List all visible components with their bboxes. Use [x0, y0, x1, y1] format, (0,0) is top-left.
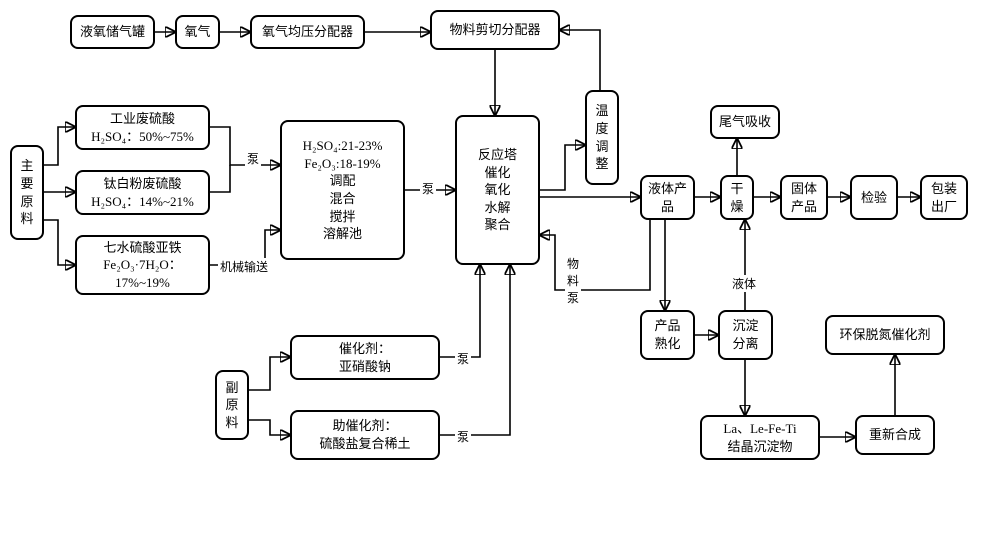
node-reactor: 反应塔 催化 氧化 水解 聚合 — [455, 115, 540, 265]
edge-29 — [540, 220, 650, 290]
edge-label-10: 泵 — [420, 180, 436, 197]
node-sediment: 沉淀 分离 — [718, 310, 773, 360]
node-mature: 产品 熟化 — [640, 310, 695, 360]
edge-6 — [44, 220, 75, 265]
node-solid_prod: 固体 产品 — [780, 175, 828, 220]
edge-label-21: 泵 — [455, 350, 471, 367]
node-lox_tank: 液氧储气罐 — [70, 15, 155, 49]
edge-22 — [440, 265, 510, 435]
node-blend_tank: H₂SO₄:21-23% Fe₂O₃:18-19% 调配 混合 搅拌 溶解池 — [280, 120, 405, 260]
edge-8 — [210, 165, 230, 192]
node-pack: 包装 出厂 — [920, 175, 968, 220]
node-main_raw: 主 要 原 料 — [10, 145, 44, 240]
node-o2_dist: 氧气均压分配器 — [250, 15, 365, 49]
node-liq_prod: 液体产 品 — [640, 175, 695, 220]
node-ind_acid: 工业废硫酸 H₂SO₄：50%~75% — [75, 105, 210, 150]
edge-20 — [249, 420, 290, 435]
node-temp_adj: 温 度 调 整 — [585, 90, 619, 185]
node-cocatalyst: 助催化剂： 硫酸盐复合稀土 — [290, 410, 440, 460]
node-aux_raw: 副 原 料 — [215, 370, 249, 440]
edge-12 — [560, 30, 600, 90]
node-lale: La、Le-Fe-Ti 结晶沉淀物 — [700, 415, 820, 460]
node-tailgas: 尾气吸收 — [710, 105, 780, 139]
edge-21 — [440, 265, 480, 357]
node-resyn: 重新合成 — [855, 415, 935, 455]
node-drying: 干 燥 — [720, 175, 754, 220]
node-tio2_acid: 钛白粉废硫酸 H₂SO₄：14%~21% — [75, 170, 210, 215]
node-mat_shear: 物料剪切分配器 — [430, 10, 560, 50]
edge-19 — [249, 357, 290, 390]
node-oxygen: 氧气 — [175, 15, 220, 49]
node-feso4: 七水硫酸亚铁 Fe₂O₃·7H₂O： 17%~19% — [75, 235, 210, 295]
edge-label-25: 液体 — [730, 275, 758, 292]
edge-label-29: 物 料 泵 — [565, 255, 581, 306]
node-env_cat: 环保脱氮催化剂 — [825, 315, 945, 355]
edge-label-7: 泵 — [245, 150, 261, 167]
node-inspect: 检验 — [850, 175, 898, 220]
edge-label-22: 泵 — [455, 428, 471, 445]
edge-11 — [540, 145, 585, 190]
edge-label-9: 机械输送 — [218, 258, 270, 275]
node-catalyst: 催化剂： 亚硝酸钠 — [290, 335, 440, 380]
edge-4 — [44, 127, 75, 165]
